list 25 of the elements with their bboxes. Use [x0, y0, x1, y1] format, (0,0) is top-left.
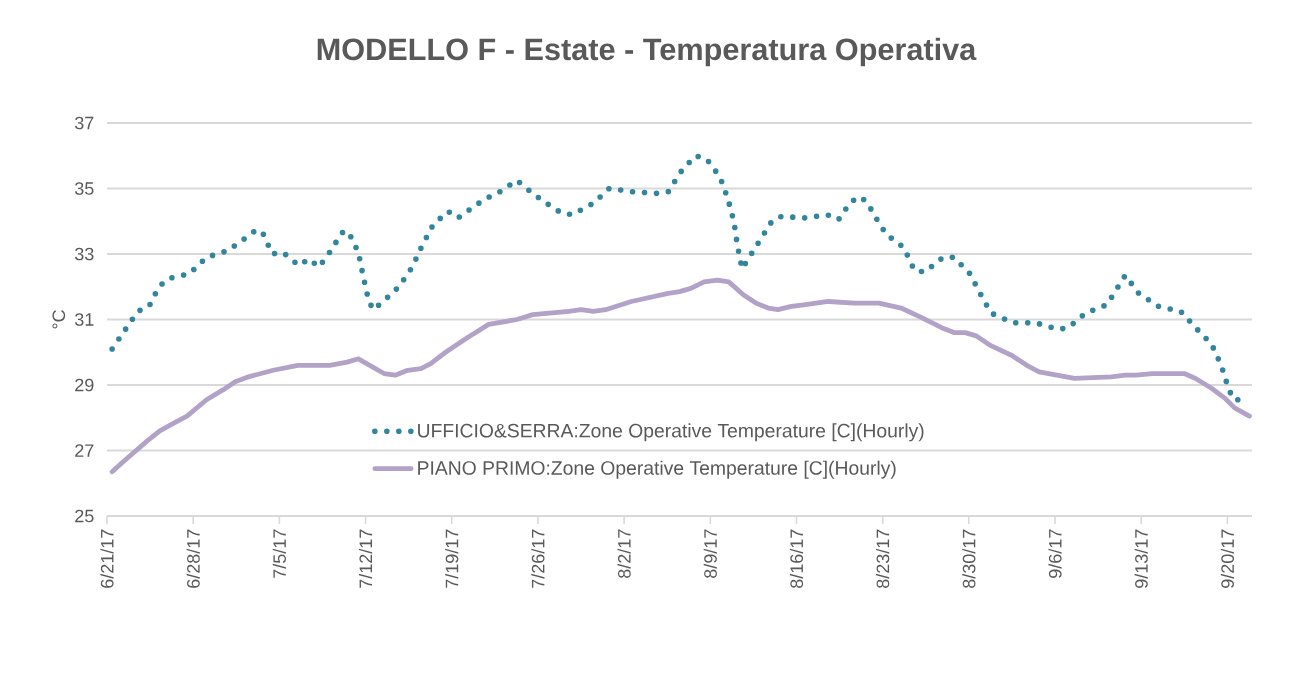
x-tick-label: 8/16/17 — [789, 529, 804, 588]
x-tick-label: 8/9/17 — [703, 529, 717, 578]
x-tick-label: 9/6/17 — [1048, 529, 1062, 578]
x-tick-label: 7/5/17 — [272, 529, 286, 578]
y-tick-label: 33 — [74, 247, 94, 261]
x-tick-label: 8/30/17 — [962, 529, 976, 588]
y-tick-label: 37 — [74, 116, 94, 130]
y-tick-label: 35 — [74, 182, 94, 195]
y-axis-title: °C — [52, 310, 66, 329]
y-tick-label: 25 — [75, 509, 94, 523]
x-tick-label: 7/26/17 — [531, 529, 545, 588]
y-tick-label: 29 — [75, 378, 94, 392]
x-tick-label: 7/19/17 — [445, 529, 459, 588]
chart-title: MODELLO F - Estate - Temperatura Operativa — [317, 37, 977, 67]
y-tick-label: 27 — [75, 444, 94, 457]
x-tick-label: 8/23/17 — [876, 529, 890, 588]
x-tick-label: 9/13/17 — [1134, 529, 1148, 588]
x-tick-label: 7/12/17 — [358, 529, 373, 588]
x-tick-label: 9/20/17 — [1220, 529, 1234, 588]
legend-label: UFFICIO&SERRA:Zone Operative Temperature [C](Hourly) — [418, 423, 924, 442]
x-tick-label: 6/28/17 — [186, 529, 200, 588]
legend-label: PIANO PRIMO:Zone Operative Temperature [C](Hourly) — [418, 460, 896, 479]
y-tick-label: 31 — [74, 313, 94, 326]
x-tick-label: 8/2/17 — [617, 529, 631, 578]
x-tick-label: 6/21/17 — [100, 529, 114, 588]
